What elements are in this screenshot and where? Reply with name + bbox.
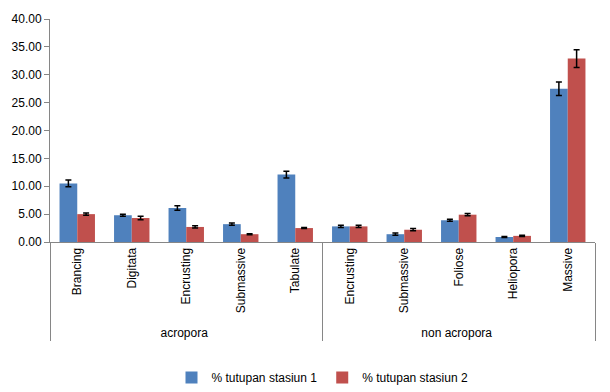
svg-text:Massive: Massive [561,247,575,291]
svg-text:30.00: 30.00 [12,68,42,82]
svg-text:Submassive: Submassive [397,247,411,313]
svg-text:acropora: acropora [160,326,208,340]
svg-text:Heliopora: Heliopora [506,247,520,299]
svg-text:40.00: 40.00 [12,12,42,26]
svg-text:non acropora: non acropora [421,326,492,340]
svg-text:10.00: 10.00 [12,179,42,193]
svg-text:Brancing: Brancing [70,248,84,295]
svg-text:Submassive: Submassive [234,247,248,313]
svg-text:5.00: 5.00 [18,207,42,221]
svg-text:Digitata: Digitata [125,247,139,288]
svg-text:25.00: 25.00 [12,96,42,110]
svg-text:Foliose: Foliose [452,247,466,286]
svg-text:35.00: 35.00 [12,40,42,54]
svg-text:20.00: 20.00 [12,124,42,138]
svg-text:% tutupan stasiun 2: % tutupan stasiun 2 [362,371,468,385]
svg-text:Encrusting: Encrusting [179,248,193,305]
svg-text:0.00: 0.00 [18,235,42,249]
svg-text:Tabulate: Tabulate [288,247,302,293]
svg-text:% tutupan stasiun 1: % tutupan stasiun 1 [212,371,318,385]
svg-text:15.00: 15.00 [12,152,42,166]
svg-text:Encrusting: Encrusting [343,248,357,305]
